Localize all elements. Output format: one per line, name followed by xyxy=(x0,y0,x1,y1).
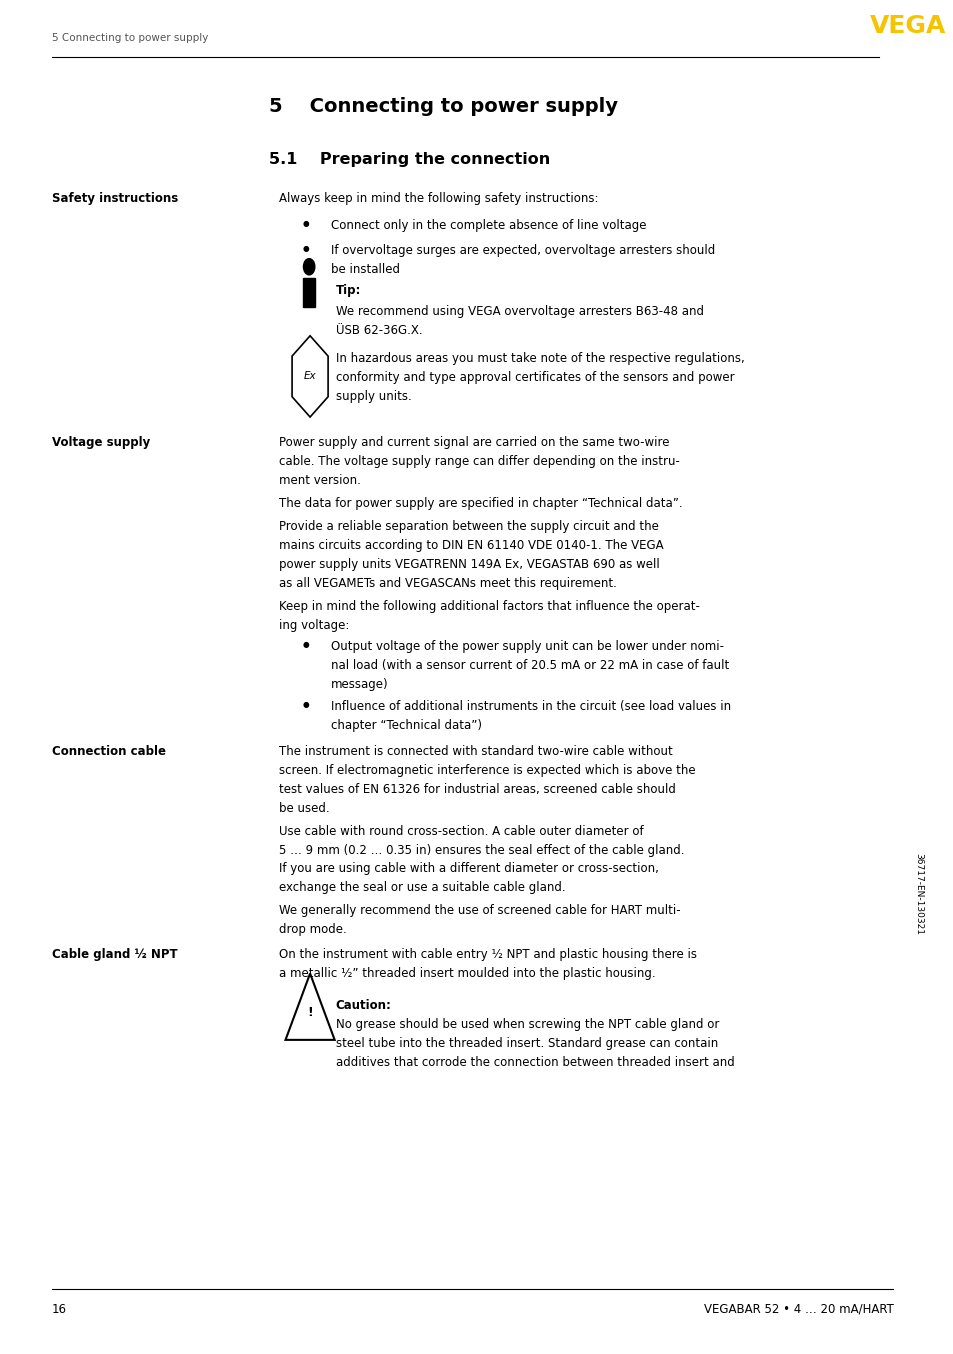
Text: Connection cable: Connection cable xyxy=(52,745,166,758)
Text: Voltage supply: Voltage supply xyxy=(52,436,150,450)
Text: be used.: be used. xyxy=(278,802,329,815)
Text: Output voltage of the power supply unit can be lower under nomi-: Output voltage of the power supply unit … xyxy=(331,640,723,654)
Text: Safety instructions: Safety instructions xyxy=(52,192,178,206)
Text: additives that corrode the connection between threaded insert and: additives that corrode the connection be… xyxy=(335,1056,734,1070)
Text: cable. The voltage supply range can differ depending on the instru-: cable. The voltage supply range can diff… xyxy=(278,455,679,468)
Text: ●: ● xyxy=(302,700,309,709)
Text: Keep in mind the following additional factors that influence the operat-: Keep in mind the following additional fa… xyxy=(278,600,700,613)
Text: 5.1    Preparing the connection: 5.1 Preparing the connection xyxy=(269,152,550,167)
Text: power supply units VEGATRENN 149A Ex, VEGASTAB 690 as well: power supply units VEGATRENN 149A Ex, VE… xyxy=(278,558,659,571)
Text: Provide a reliable separation between the supply circuit and the: Provide a reliable separation between th… xyxy=(278,520,659,533)
Text: ment version.: ment version. xyxy=(278,474,360,487)
Text: conformity and type approval certificates of the sensors and power: conformity and type approval certificate… xyxy=(335,371,734,385)
Text: Tip:: Tip: xyxy=(335,284,360,298)
Text: Ex: Ex xyxy=(303,371,316,382)
Text: ÜSB 62-36G.X.: ÜSB 62-36G.X. xyxy=(335,324,422,337)
Text: Cable gland ½ NPT: Cable gland ½ NPT xyxy=(52,948,177,961)
Text: 5 Connecting to power supply: 5 Connecting to power supply xyxy=(52,34,208,43)
Text: a metallic ½” threaded insert moulded into the plastic housing.: a metallic ½” threaded insert moulded in… xyxy=(278,967,655,980)
Text: Always keep in mind the following safety instructions:: Always keep in mind the following safety… xyxy=(278,192,598,206)
Bar xyxy=(303,278,314,307)
Text: If you are using cable with a different diameter or cross-section,: If you are using cable with a different … xyxy=(278,862,659,876)
Text: chapter “Technical data”): chapter “Technical data”) xyxy=(331,719,481,733)
Text: 5    Connecting to power supply: 5 Connecting to power supply xyxy=(269,97,618,116)
Text: ●: ● xyxy=(302,244,309,253)
Text: steel tube into the threaded insert. Standard grease can contain: steel tube into the threaded insert. Sta… xyxy=(335,1037,717,1051)
Text: !: ! xyxy=(307,1006,313,1020)
Text: nal load (with a sensor current of 20.5 mA or 22 mA in case of fault: nal load (with a sensor current of 20.5 … xyxy=(331,659,728,673)
Text: On the instrument with cable entry ½ NPT and plastic housing there is: On the instrument with cable entry ½ NPT… xyxy=(278,948,696,961)
Circle shape xyxy=(303,259,314,275)
Text: drop mode.: drop mode. xyxy=(278,923,346,937)
Text: 36717-EN-130321: 36717-EN-130321 xyxy=(914,853,923,934)
Text: We recommend using VEGA overvoltage arresters B63-48 and: We recommend using VEGA overvoltage arre… xyxy=(335,305,703,318)
Text: We generally recommend the use of screened cable for HART multi-: We generally recommend the use of screen… xyxy=(278,904,679,918)
Text: VEGA: VEGA xyxy=(868,14,944,38)
Text: supply units.: supply units. xyxy=(335,390,411,403)
Text: 5 … 9 mm (0.2 … 0.35 in) ensures the seal effect of the cable gland.: 5 … 9 mm (0.2 … 0.35 in) ensures the sea… xyxy=(278,844,683,857)
Text: screen. If electromagnetic interference is expected which is above the: screen. If electromagnetic interference … xyxy=(278,764,695,777)
Text: The instrument is connected with standard two-wire cable without: The instrument is connected with standar… xyxy=(278,745,672,758)
Text: The data for power supply are specified in chapter “Technical data”.: The data for power supply are specified … xyxy=(278,497,681,510)
Text: Power supply and current signal are carried on the same two-wire: Power supply and current signal are carr… xyxy=(278,436,669,450)
Text: Caution:: Caution: xyxy=(335,999,391,1013)
Text: No grease should be used when screwing the NPT cable gland or: No grease should be used when screwing t… xyxy=(335,1018,719,1032)
Text: ●: ● xyxy=(302,219,309,229)
Text: ●: ● xyxy=(302,640,309,650)
Text: In hazardous areas you must take note of the respective regulations,: In hazardous areas you must take note of… xyxy=(335,352,743,366)
Text: as all VEGAMETs and VEGASCANs meet this requirement.: as all VEGAMETs and VEGASCANs meet this … xyxy=(278,577,617,590)
Text: be installed: be installed xyxy=(331,263,399,276)
Text: Use cable with round cross-section. A cable outer diameter of: Use cable with round cross-section. A ca… xyxy=(278,825,643,838)
Text: Connect only in the complete absence of line voltage: Connect only in the complete absence of … xyxy=(331,219,646,233)
Text: VEGABAR 52 • 4 … 20 mA/HART: VEGABAR 52 • 4 … 20 mA/HART xyxy=(702,1303,892,1316)
Text: test values of EN 61326 for industrial areas, screened cable should: test values of EN 61326 for industrial a… xyxy=(278,783,675,796)
Text: mains circuits according to DIN EN 61140 VDE 0140-1. The VEGA: mains circuits according to DIN EN 61140… xyxy=(278,539,663,552)
Text: Influence of additional instruments in the circuit (see load values in: Influence of additional instruments in t… xyxy=(331,700,730,714)
Text: message): message) xyxy=(331,678,388,692)
Text: 16: 16 xyxy=(52,1303,67,1316)
Text: If overvoltage surges are expected, overvoltage arresters should: If overvoltage surges are expected, over… xyxy=(331,244,715,257)
Text: ing voltage:: ing voltage: xyxy=(278,619,349,632)
Text: exchange the seal or use a suitable cable gland.: exchange the seal or use a suitable cabl… xyxy=(278,881,565,895)
